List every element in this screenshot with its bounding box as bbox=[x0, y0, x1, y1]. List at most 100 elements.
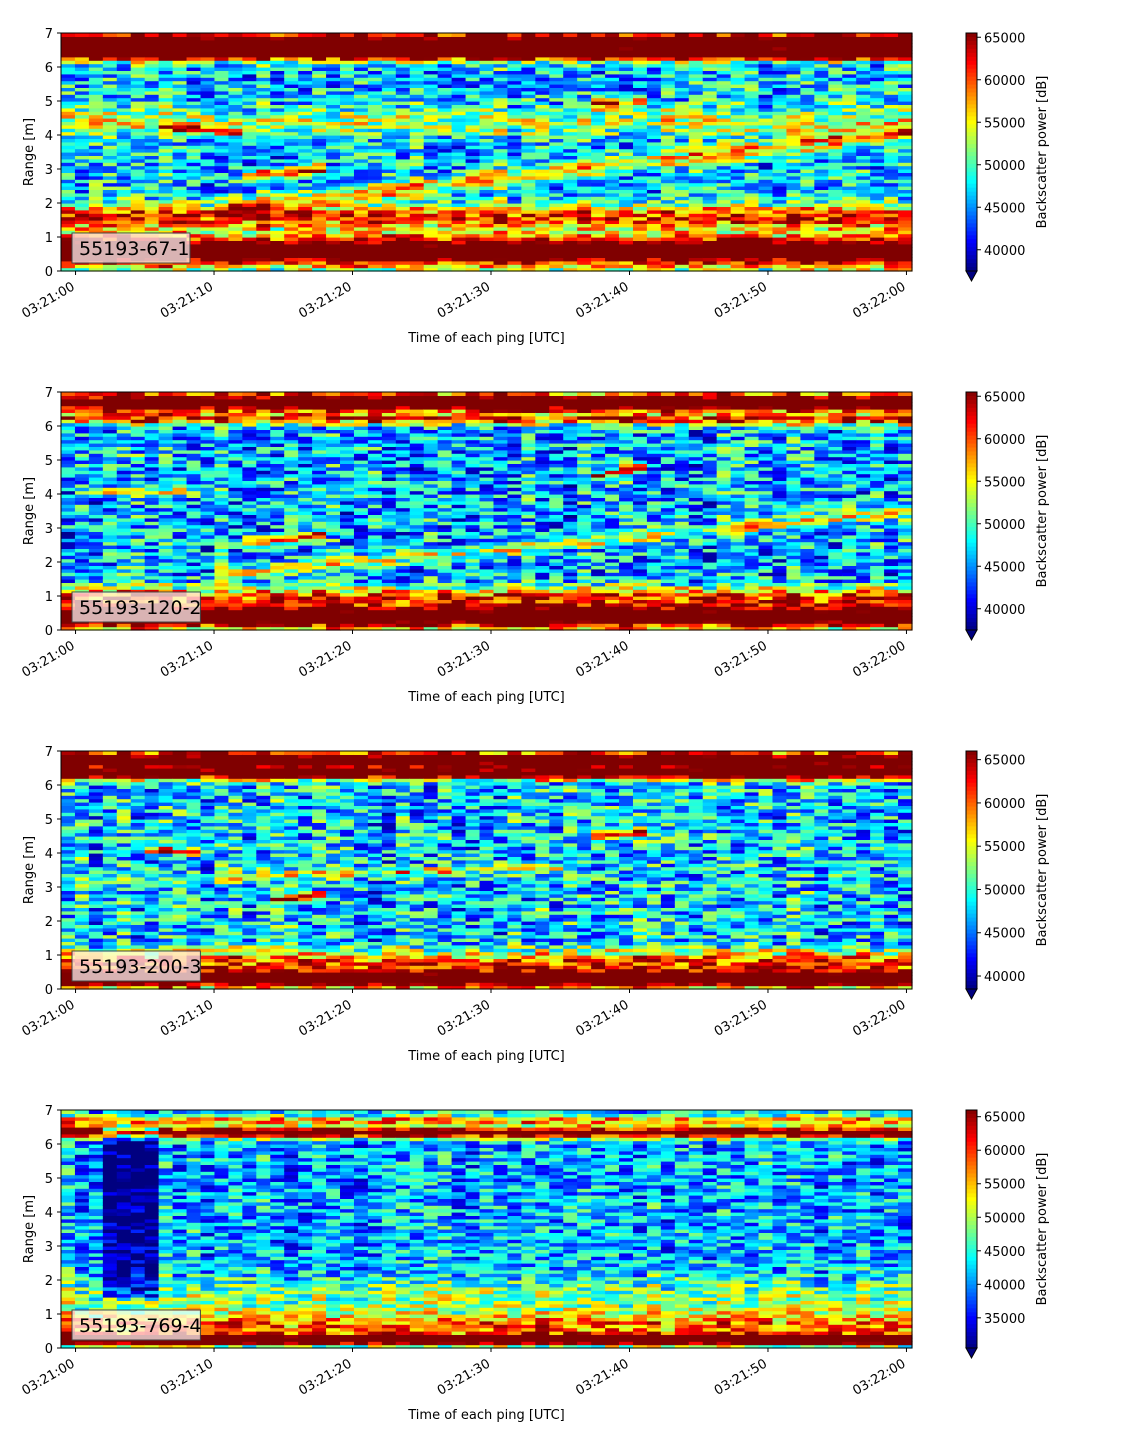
heatmap-cell bbox=[200, 158, 216, 163]
heatmap-cell bbox=[591, 155, 606, 160]
heatmap-cell bbox=[395, 138, 411, 143]
heatmap-cell bbox=[256, 141, 271, 146]
heatmap-cell bbox=[479, 94, 495, 99]
heatmap-cell bbox=[451, 135, 467, 139]
heatmap-cell bbox=[130, 73, 146, 78]
heatmap-cell bbox=[353, 186, 369, 190]
heatmap-cell bbox=[758, 46, 774, 51]
heatmap-cell bbox=[340, 80, 355, 85]
heatmap-cell bbox=[828, 189, 843, 194]
heatmap-cell bbox=[88, 77, 104, 82]
heatmap-cell bbox=[61, 602, 76, 607]
heatmap-cell bbox=[130, 226, 146, 231]
heatmap-cell bbox=[465, 175, 481, 180]
heatmap-cell bbox=[395, 56, 411, 61]
heatmap-cell bbox=[381, 243, 397, 248]
heatmap-cell bbox=[353, 36, 369, 41]
heatmap-cell bbox=[716, 240, 732, 245]
heatmap-cell bbox=[744, 118, 760, 122]
heatmap-cell bbox=[521, 101, 536, 105]
heatmap-cell bbox=[423, 90, 439, 95]
heatmap-cell bbox=[814, 247, 829, 252]
heatmap-cell bbox=[884, 206, 899, 211]
heatmap-cell bbox=[423, 233, 439, 238]
heatmap-cell bbox=[591, 118, 606, 122]
heatmap-cell bbox=[353, 254, 369, 258]
heatmap-cell bbox=[298, 121, 313, 126]
heatmap-cell bbox=[786, 118, 801, 122]
heatmap-cell bbox=[74, 216, 90, 221]
heatmap-cell bbox=[856, 264, 871, 269]
heatmap-cell bbox=[800, 209, 815, 214]
heatmap-cell bbox=[437, 175, 453, 180]
heatmap-cell bbox=[423, 33, 439, 37]
heatmap-cell bbox=[158, 158, 174, 163]
heatmap-cell bbox=[800, 46, 815, 51]
heatmap-cell bbox=[200, 155, 216, 160]
heatmap-cell bbox=[591, 73, 606, 78]
heatmap-cell bbox=[814, 145, 829, 150]
heatmap-cell bbox=[214, 237, 230, 241]
heatmap-cell bbox=[632, 56, 648, 61]
heatmap-cell bbox=[660, 118, 676, 122]
heatmap-cell bbox=[828, 107, 843, 112]
heatmap-cell bbox=[688, 162, 704, 167]
heatmap-cell bbox=[898, 56, 913, 61]
heatmap-cell bbox=[716, 128, 732, 133]
heatmap-cell bbox=[423, 213, 439, 218]
heatmap-cell bbox=[535, 107, 550, 112]
heatmap-cell bbox=[158, 514, 174, 519]
colorbar-segment bbox=[966, 52, 977, 58]
heatmap-cell bbox=[214, 121, 230, 126]
heatmap-cell bbox=[758, 169, 774, 173]
heatmap-cell bbox=[479, 114, 495, 119]
heatmap-cell bbox=[605, 237, 620, 241]
heatmap-cell bbox=[800, 87, 815, 92]
heatmap-cell bbox=[88, 36, 104, 41]
heatmap-cell bbox=[144, 449, 160, 454]
heatmap-cell bbox=[242, 254, 257, 258]
heatmap-cell bbox=[116, 128, 132, 133]
heatmap-cell bbox=[563, 152, 578, 156]
heatmap-cell bbox=[367, 264, 383, 269]
heatmap-cell bbox=[116, 456, 132, 461]
heatmap-cell bbox=[688, 223, 704, 228]
heatmap-cell bbox=[619, 124, 634, 129]
heatmap-cell bbox=[730, 237, 746, 241]
heatmap-cell bbox=[828, 131, 843, 136]
heatmap-cell bbox=[116, 589, 132, 594]
heatmap-cell bbox=[437, 80, 453, 85]
heatmap-cell bbox=[228, 56, 243, 61]
heatmap-cell bbox=[632, 87, 648, 92]
heatmap-cell bbox=[479, 77, 495, 82]
heatmap-cell bbox=[786, 107, 801, 112]
heatmap-cell bbox=[856, 257, 871, 262]
heatmap-cell bbox=[688, 165, 704, 170]
heatmap-cell bbox=[856, 73, 871, 78]
heatmap-cell bbox=[130, 84, 146, 88]
heatmap-cell bbox=[395, 179, 411, 184]
heatmap-cell bbox=[130, 192, 146, 197]
heatmap-cell bbox=[549, 138, 564, 143]
heatmap-cell bbox=[828, 175, 843, 180]
heatmap-cell bbox=[130, 158, 146, 163]
heatmap-cell bbox=[786, 152, 801, 156]
heatmap-cell bbox=[465, 67, 481, 71]
heatmap-cell bbox=[563, 199, 578, 204]
heatmap-cell bbox=[200, 243, 216, 248]
heatmap-cell bbox=[172, 213, 188, 218]
heatmap-cell bbox=[800, 148, 815, 153]
heatmap-cell bbox=[214, 267, 230, 272]
heatmap-cell bbox=[674, 114, 690, 119]
heatmap-cell bbox=[256, 152, 271, 156]
heatmap-cell bbox=[507, 237, 522, 241]
heatmap-cell bbox=[158, 63, 174, 68]
heatmap-cell bbox=[367, 60, 383, 65]
heatmap-cell bbox=[298, 158, 313, 163]
heatmap-cell bbox=[270, 84, 285, 88]
heatmap-cell bbox=[158, 90, 174, 95]
heatmap-cell bbox=[507, 192, 522, 197]
heatmap-cell bbox=[786, 260, 801, 265]
colorbar-segment bbox=[966, 211, 977, 217]
heatmap-cell bbox=[423, 162, 439, 167]
